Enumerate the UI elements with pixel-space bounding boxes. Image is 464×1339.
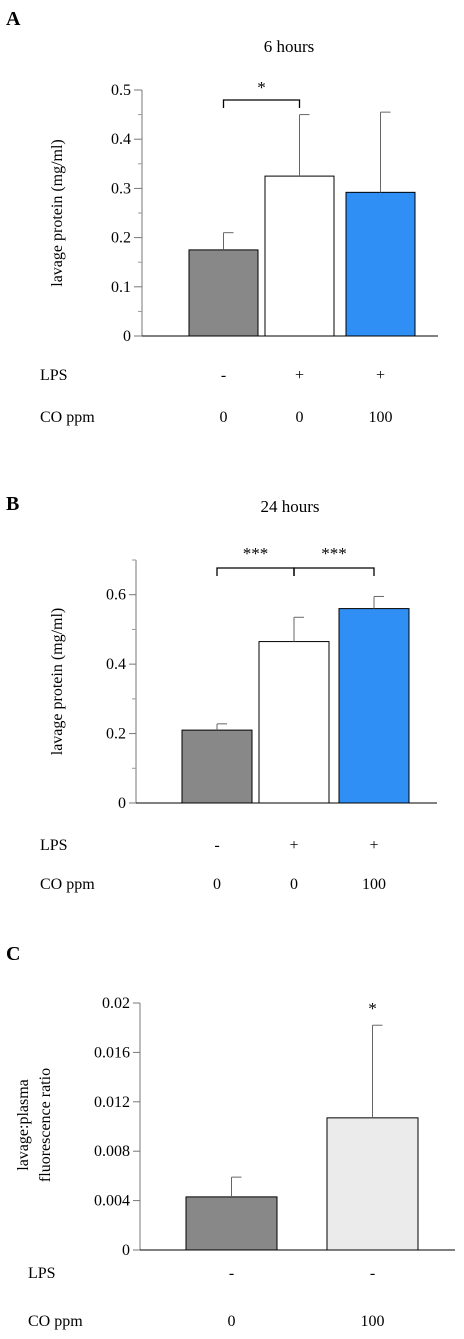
condition-value: + [295, 367, 304, 384]
significance-bracket [216, 567, 295, 576]
bar-1 [188, 249, 259, 337]
condition-value: 100 [361, 1313, 385, 1330]
condition-value: 0 [213, 876, 221, 893]
condition-label: CO ppm [40, 876, 95, 893]
chart-panel-a: A 6 hours 0 0.1 0.2 0.3 0.4 0.5 lavage protein (… [6, 8, 438, 426]
bar-2 [258, 641, 330, 804]
panel-letter: A [6, 8, 21, 30]
y-tick-label: 0.5 [111, 82, 131, 99]
y-tick-label: 0.4 [106, 656, 126, 673]
condition-label: CO ppm [28, 1313, 83, 1330]
condition-value: 100 [369, 409, 393, 426]
condition-value: + [376, 367, 385, 384]
chart-panel-b: B 24 hours 0 0.2 0.4 0.6 lavage protein (mg/ml… [6, 493, 437, 893]
condition-label: LPS [40, 367, 68, 384]
condition-value: - [214, 837, 219, 854]
condition-value: 0 [290, 876, 298, 893]
panel-letter: B [6, 493, 19, 515]
condition-value: - [370, 1265, 375, 1282]
condition-label: CO ppm [40, 409, 95, 426]
y-tick-label: 0.016 [94, 1044, 130, 1061]
condition-value: 0 [228, 1313, 236, 1330]
bar-3 [338, 608, 410, 804]
condition-value: 100 [362, 876, 386, 893]
y-tick-label: 0 [123, 328, 131, 345]
y-tick-label: 0.02 [102, 995, 130, 1012]
significance-label: * [257, 78, 266, 97]
y-axis-label: lavage protein (mg/ml) [49, 608, 66, 756]
bar-3 [345, 191, 416, 337]
chart-title: 24 hours [260, 497, 319, 516]
y-axis-label: fluorescence ratio [37, 1068, 54, 1182]
condition-value: - [229, 1265, 234, 1282]
significance-label: *** [243, 544, 269, 563]
y-axis-label: lavage:plasma [15, 1079, 32, 1171]
y-tick-label: 0.004 [94, 1193, 130, 1210]
y-tick-label: 0.3 [111, 180, 131, 197]
condition-value: 0 [220, 409, 228, 426]
condition-label: LPS [28, 1265, 56, 1282]
condition-label: LPS [40, 837, 68, 854]
bar-annotation: * [368, 999, 377, 1018]
y-tick-label: 0.008 [94, 1143, 130, 1160]
y-tick-label: 0.6 [106, 587, 126, 604]
condition-value: 0 [296, 409, 304, 426]
significance-bracket [222, 99, 301, 108]
significance-bracket [293, 567, 375, 576]
y-tick-label: 0.012 [94, 1094, 130, 1111]
condition-value: + [289, 837, 298, 854]
significance-label: *** [321, 544, 347, 563]
bar-1 [181, 729, 253, 804]
condition-value: + [369, 837, 378, 854]
bar-2 [264, 175, 335, 337]
chart-panel-c: C 0 0.004 0.008 0.012 0.016 0.02 lavage:plasma f… [6, 943, 455, 1330]
y-tick-label: 0.4 [111, 131, 131, 148]
y-tick-label: 0.1 [111, 279, 131, 296]
y-tick-label: 0.2 [111, 230, 131, 247]
bar-1 [185, 1196, 278, 1251]
bar-2 [326, 1117, 419, 1251]
y-tick-label: 0.2 [106, 726, 126, 743]
chart-title: 6 hours [264, 37, 315, 56]
y-tick-label: 0 [118, 795, 126, 812]
panel-letter: C [6, 943, 20, 965]
condition-value: - [221, 367, 226, 384]
y-axis-label: lavage protein (mg/ml) [49, 139, 66, 287]
y-tick-label: 0 [122, 1242, 130, 1259]
